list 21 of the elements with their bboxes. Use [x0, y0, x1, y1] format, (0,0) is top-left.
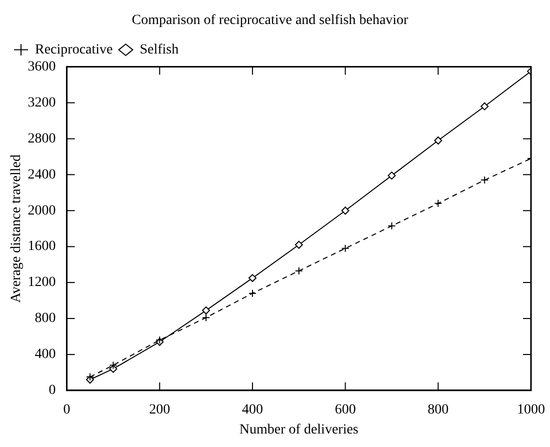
- x-tick-label: 400: [242, 402, 263, 418]
- y-tick-label: 2000: [28, 203, 56, 218]
- y-tick-label: 2400: [28, 167, 56, 182]
- x-tick-label: 600: [334, 402, 356, 418]
- y-tick-label: 0: [48, 383, 56, 398]
- x-axis-title: Number of deliveries: [239, 422, 358, 438]
- y-tick-label: 2800: [28, 131, 56, 146]
- chart-title: Comparison of reciprocative and selfish behavior: [132, 13, 409, 28]
- y-tick-label: 1600: [28, 239, 56, 254]
- y-tick-label: 1200: [28, 275, 56, 290]
- y-tick-label: 3200: [28, 95, 56, 110]
- y-tick-label: 800: [34, 311, 56, 326]
- y-tick-label: 400: [34, 347, 56, 362]
- x-tick-label: 1000: [517, 402, 545, 418]
- legend-label: Reciprocative: [35, 42, 113, 58]
- x-tick-label: 200: [149, 402, 170, 418]
- y-axis-title: Average distance travelled: [9, 154, 24, 303]
- legend-label: Selfish: [140, 42, 179, 58]
- x-tick-label: 0: [63, 402, 70, 418]
- y-tick-label: 3600: [28, 59, 56, 74]
- x-tick-label: 800: [428, 402, 449, 418]
